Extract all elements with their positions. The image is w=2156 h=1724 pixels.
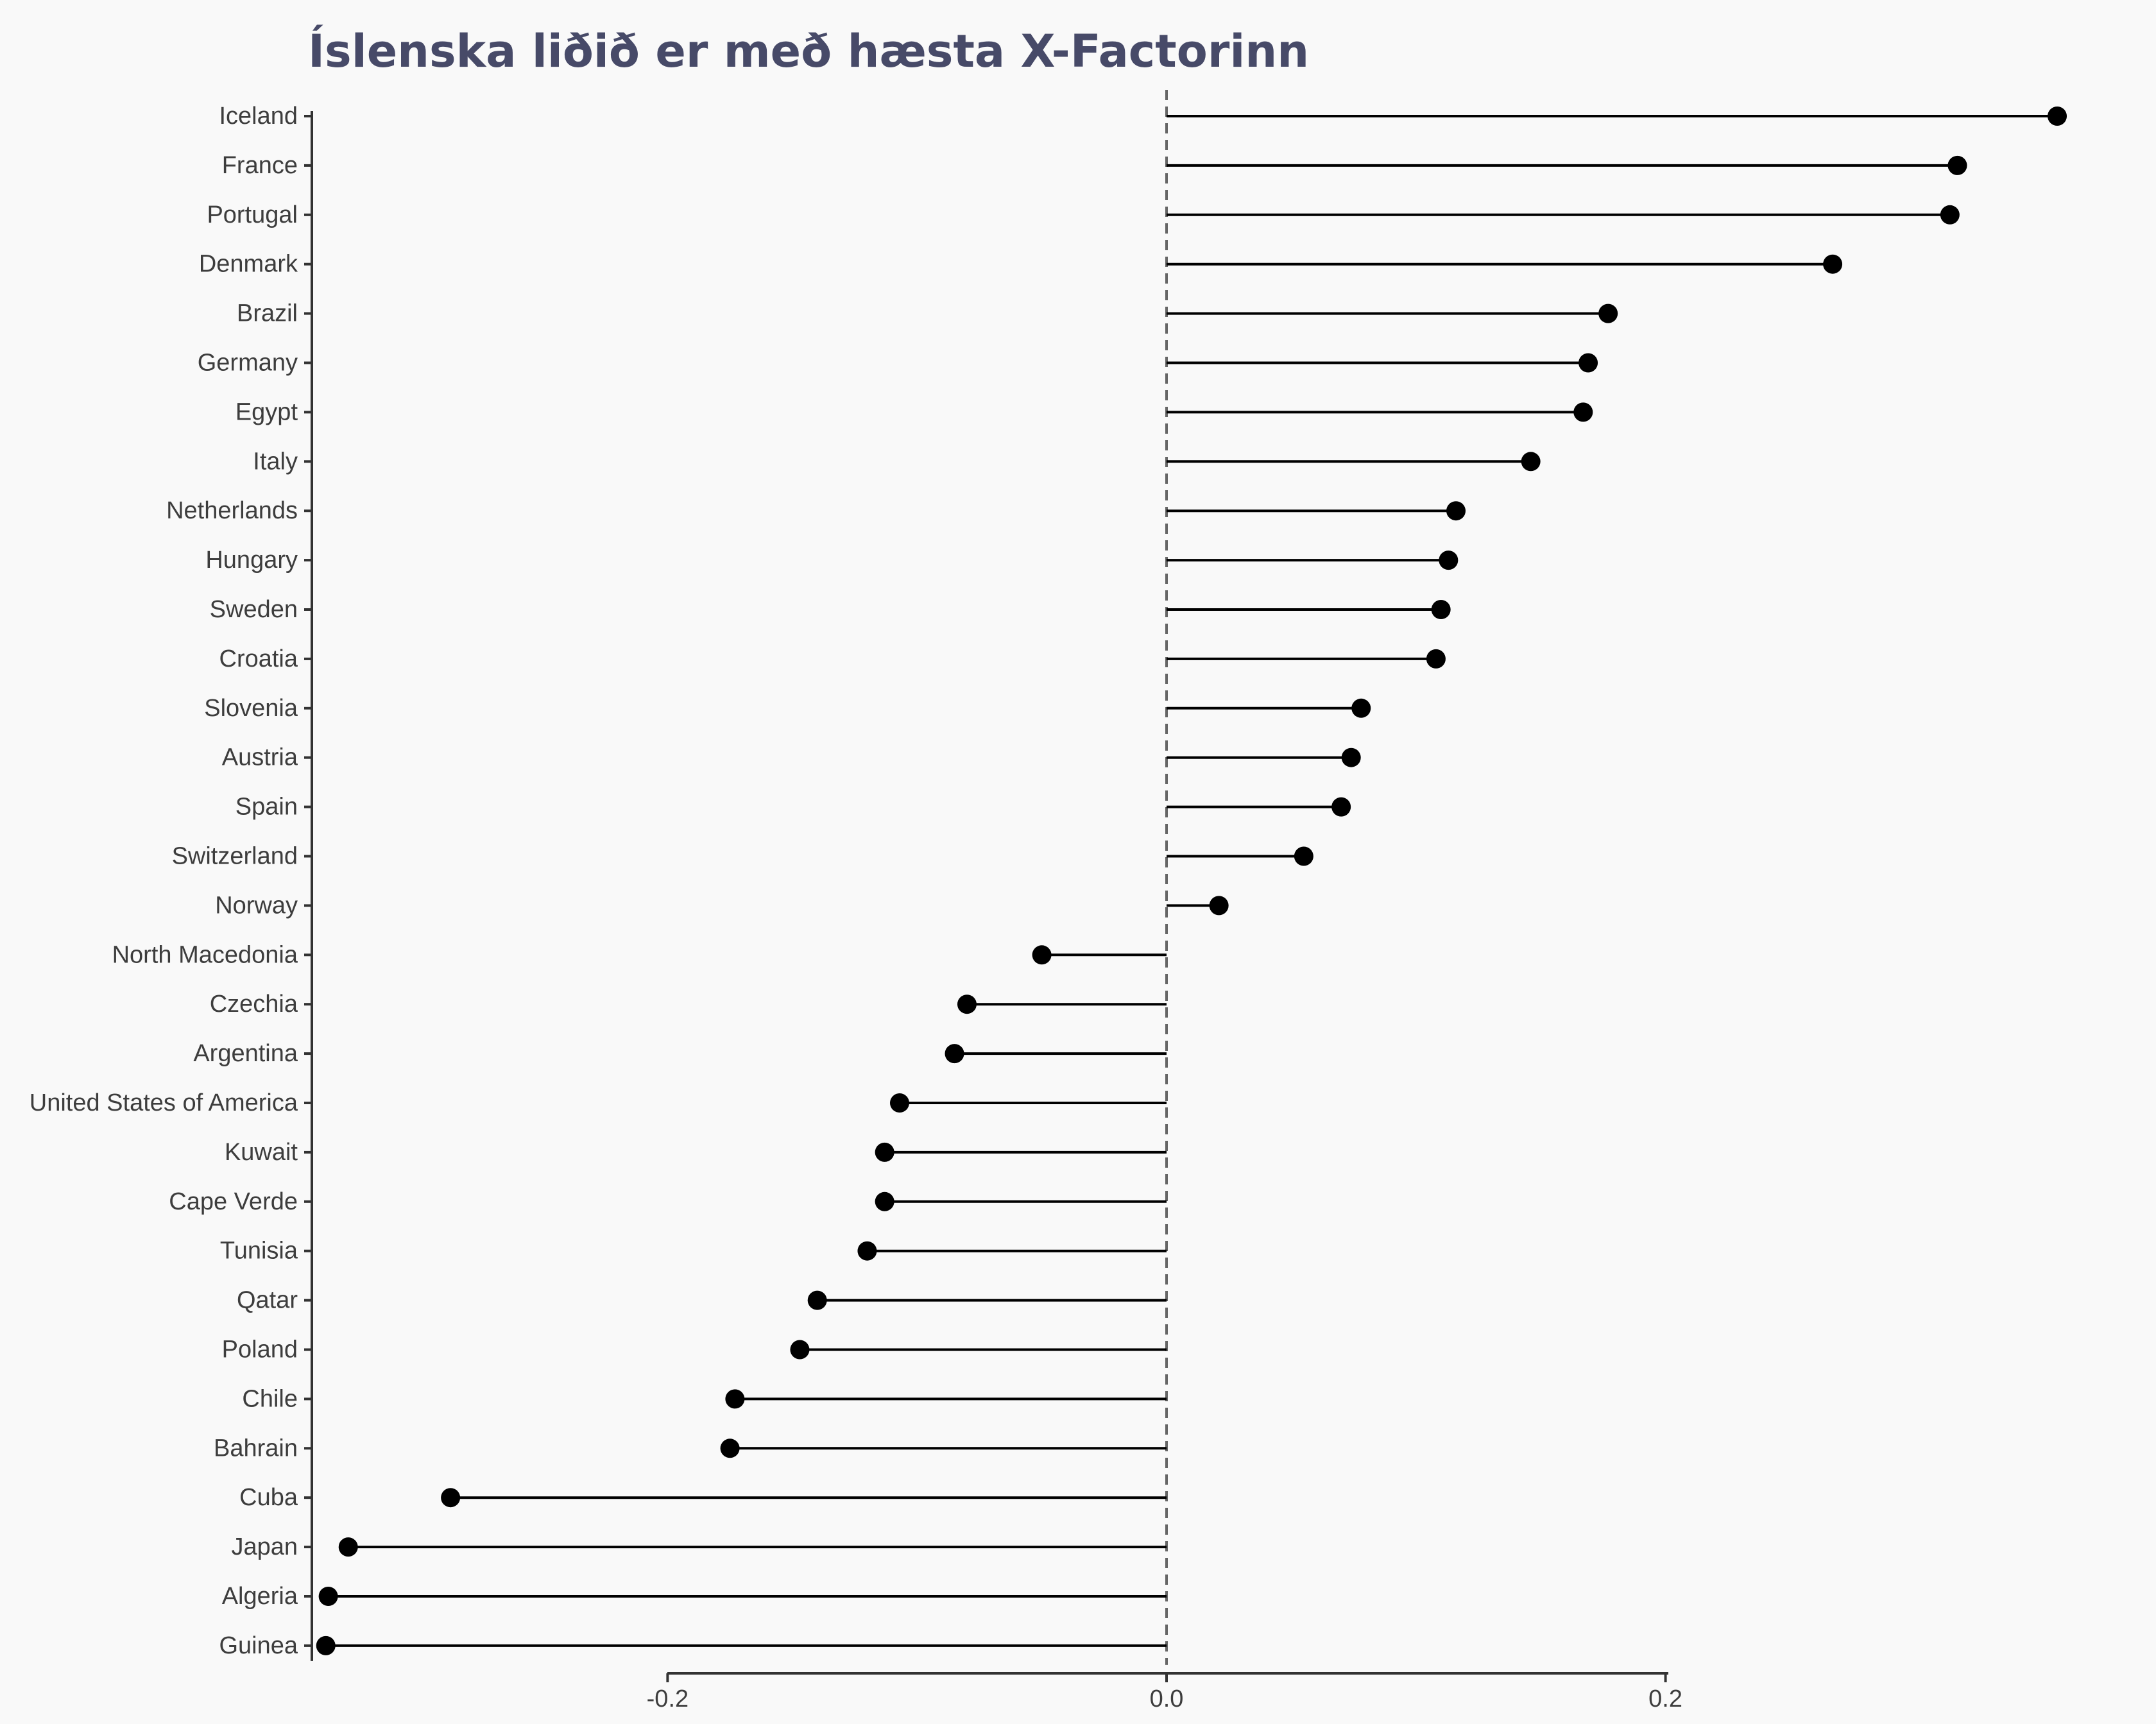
y-tick-label-guinea: Guinea xyxy=(219,1632,298,1659)
y-tick-label-algeria: Algeria xyxy=(222,1583,298,1610)
y-tick-label-austria: Austria xyxy=(222,744,298,771)
point-sweden xyxy=(1431,600,1451,619)
x-tick-label-0: -0.2 xyxy=(647,1686,689,1712)
y-tick-label-tunisia: Tunisia xyxy=(220,1238,298,1265)
point-cuba xyxy=(441,1488,461,1508)
y-tick-label-cape-verde: Cape Verde xyxy=(169,1188,298,1215)
point-austria xyxy=(1341,747,1361,767)
point-cape-verde xyxy=(875,1191,894,1211)
point-north-macedonia xyxy=(1032,945,1052,965)
point-switzerland xyxy=(1294,846,1313,866)
point-kuwait xyxy=(875,1142,894,1162)
y-tick-label-croatia: Croatia xyxy=(219,645,298,672)
y-tick-label-spain: Spain xyxy=(235,794,298,821)
point-bahrain xyxy=(720,1438,740,1458)
y-tick-label-czechia: Czechia xyxy=(210,991,298,1018)
y-tick-label-brazil: Brazil xyxy=(237,300,298,327)
point-brazil xyxy=(1598,303,1618,323)
point-italy xyxy=(1521,452,1541,472)
point-denmark xyxy=(1823,254,1843,274)
point-france xyxy=(1947,155,1967,175)
chart-title: Íslenska liðið er með hæsta X-Factorinn xyxy=(308,25,1310,78)
y-tick-label-sweden: Sweden xyxy=(210,596,298,623)
y-tick-label-cuba: Cuba xyxy=(239,1484,298,1511)
point-norway xyxy=(1209,896,1229,916)
point-portugal xyxy=(1940,205,1960,225)
point-hungary xyxy=(1439,550,1459,570)
y-tick-label-denmark: Denmark xyxy=(199,251,298,278)
y-tick-label-argentina: Argentina xyxy=(193,1040,298,1067)
y-tick-label-north-macedonia: North Macedonia xyxy=(112,941,298,968)
point-qatar xyxy=(807,1290,827,1310)
point-argentina xyxy=(945,1044,964,1064)
y-tick-label-qatar: Qatar xyxy=(237,1287,298,1314)
x-tick-label-1: 0.0 xyxy=(1150,1686,1184,1712)
y-tick-label-bahrain: Bahrain xyxy=(214,1435,298,1462)
y-tick-label-hungary: Hungary xyxy=(205,547,298,574)
point-slovenia xyxy=(1351,698,1371,718)
point-chile xyxy=(725,1389,745,1409)
point-croatia xyxy=(1426,649,1446,669)
y-tick-label-chile: Chile xyxy=(242,1385,298,1412)
point-egypt xyxy=(1573,402,1593,422)
y-tick-label-poland: Poland xyxy=(222,1336,298,1363)
y-tick-label-france: France xyxy=(222,152,298,179)
x-tick-label-2: 0.2 xyxy=(1648,1686,1682,1712)
y-tick-label-portugal: Portugal xyxy=(207,201,298,228)
point-poland xyxy=(790,1340,810,1360)
point-iceland xyxy=(2048,107,2067,126)
y-tick-label-norway: Norway xyxy=(215,892,298,919)
point-tunisia xyxy=(857,1241,877,1261)
point-czechia xyxy=(957,994,977,1014)
y-tick-label-germany: Germany xyxy=(198,350,298,377)
point-japan xyxy=(338,1537,358,1557)
point-netherlands xyxy=(1446,501,1466,521)
y-tick-label-italy: Italy xyxy=(253,448,298,475)
point-united-states-of-america xyxy=(889,1093,909,1113)
point-spain xyxy=(1331,797,1351,817)
point-guinea xyxy=(316,1635,336,1655)
y-tick-label-switzerland: Switzerland xyxy=(172,843,298,870)
point-algeria xyxy=(318,1587,338,1606)
y-tick-label-netherlands: Netherlands xyxy=(166,497,298,524)
point-layer xyxy=(316,107,2067,1655)
y-axis: Iceland France Portugal Denmark Brazil German… xyxy=(30,103,313,1661)
y-tick-label-egypt: Egypt xyxy=(235,398,298,425)
x-axis: -0.2 0.0 0.2 xyxy=(647,1672,1682,1712)
y-tick-label-slovenia: Slovenia xyxy=(204,695,298,722)
y-tick-label-united-states-of-america: United States of America xyxy=(30,1089,298,1116)
point-germany xyxy=(1579,353,1598,373)
y-tick-label-iceland: Iceland xyxy=(219,103,298,130)
y-tick-label-japan: Japan xyxy=(231,1533,298,1560)
stem-layer xyxy=(325,115,2058,1647)
y-tick-label-kuwait: Kuwait xyxy=(225,1139,298,1166)
